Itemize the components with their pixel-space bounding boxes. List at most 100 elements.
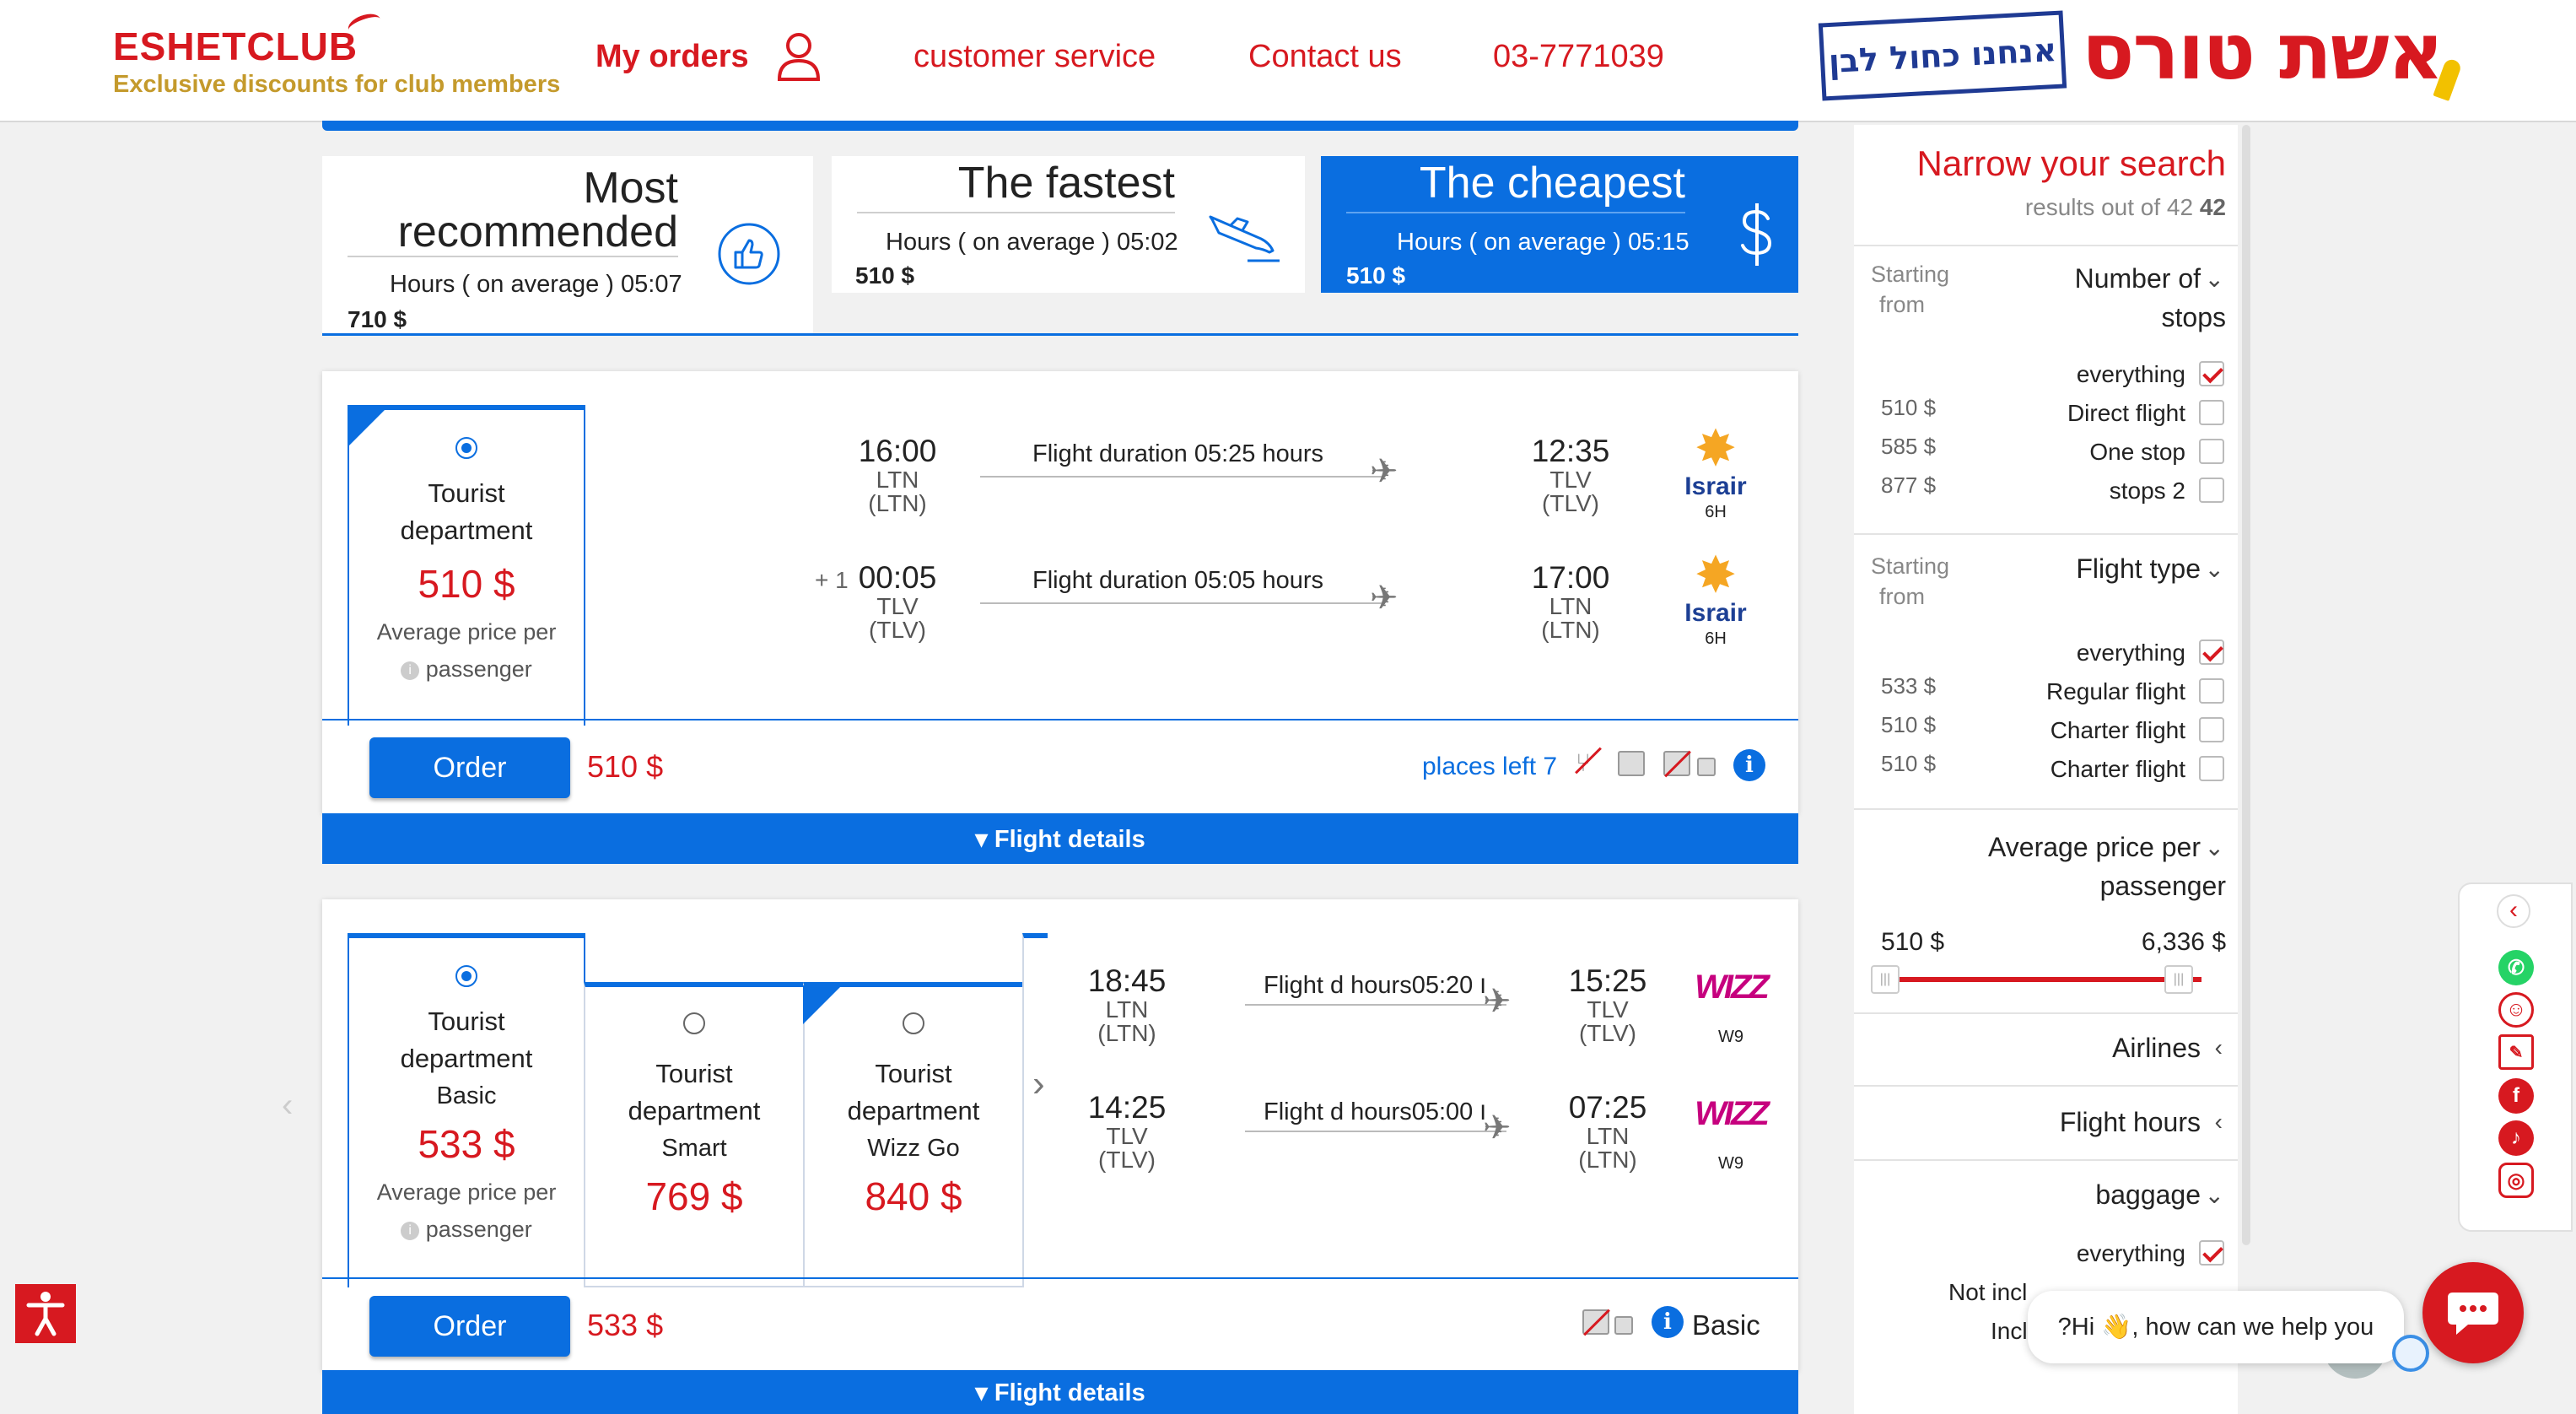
starting-from-label: Starting bbox=[1871, 262, 1950, 287]
results-count: results out of 42 42 bbox=[2024, 194, 2226, 220]
tab-cheapest[interactable]: The cheapest Hours ( on average ) 05:15 … bbox=[1321, 156, 1798, 293]
chevron-down-icon[interactable]: ⌄ bbox=[2204, 834, 2224, 861]
fare-option-wizz-go[interactable]: Tourist department Wizz Go 840 $ bbox=[803, 982, 1024, 1287]
airline-logo: Israir bbox=[1684, 599, 1747, 627]
duration-line bbox=[1245, 1131, 1506, 1132]
eshetclub-logo[interactable]: ESHETCLUB bbox=[113, 24, 358, 68]
fare-option-smart[interactable]: Tourist department Smart 769 $ bbox=[584, 982, 805, 1287]
plane-icon: ✈ bbox=[1370, 453, 1398, 490]
tiktok-icon[interactable]: ♪ bbox=[2498, 1120, 2534, 1156]
fare-price: 533 $ bbox=[418, 1122, 515, 1166]
price-slider-min-handle[interactable]: ||| bbox=[1871, 965, 1900, 994]
fare-radio[interactable] bbox=[683, 1012, 705, 1034]
info-icon[interactable]: i bbox=[1733, 749, 1765, 781]
collapse-chevron-icon[interactable]: ‹ bbox=[2497, 894, 2530, 928]
departure-code-paren: (LTN) bbox=[1097, 1020, 1156, 1046]
stops-option-checkbox[interactable] bbox=[2199, 439, 2224, 464]
chevron-left-icon[interactable]: ‹ bbox=[2214, 1109, 2223, 1135]
facebook-icon[interactable]: f bbox=[2498, 1078, 2534, 1114]
airlines-filter-title[interactable]: Airlines bbox=[2112, 1033, 2201, 1063]
whatsapp-icon[interactable]: ✆ bbox=[2498, 950, 2534, 985]
flight-type-filter-title[interactable]: Flight type bbox=[2076, 553, 2201, 584]
baggage-filter-title[interactable]: baggage bbox=[2095, 1179, 2201, 1210]
departure-code-paren: (LTN) bbox=[868, 490, 927, 516]
customer-service-link[interactable]: customer service bbox=[913, 39, 1156, 74]
departure-code: LTN bbox=[1105, 996, 1149, 1023]
price-min: 510 $ bbox=[1881, 928, 1945, 956]
fare-class: Wizz Go bbox=[867, 1135, 960, 1162]
hand-bag-icon bbox=[1614, 1316, 1633, 1335]
fare-price: 510 $ bbox=[418, 562, 515, 606]
support-agent-icon[interactable]: ☺ bbox=[2498, 992, 2534, 1028]
fare-price: 840 $ bbox=[865, 1174, 962, 1218]
fare-radio[interactable] bbox=[455, 965, 477, 987]
stops-option-price: 510 $ bbox=[1881, 395, 1937, 420]
stops-option-label: everything bbox=[2076, 361, 2185, 387]
thumbs-up-icon bbox=[718, 223, 780, 285]
stops-option-label: Direct flight bbox=[2067, 400, 2185, 426]
tab-fastest[interactable]: The fastest Hours ( on average ) 05:02 5… bbox=[832, 156, 1305, 293]
accessibility-button[interactable] bbox=[15, 1284, 76, 1343]
dollar-icon bbox=[1741, 203, 1772, 266]
chevron-down-icon[interactable]: ⌄ bbox=[2204, 266, 2224, 292]
fare-radio[interactable] bbox=[903, 1012, 924, 1034]
flight-hours-filter-title[interactable]: Flight hours bbox=[2059, 1107, 2201, 1137]
form-icon[interactable]: ✎ bbox=[2498, 1034, 2534, 1070]
flight-result-card: Tourist department Basic 533 $ Average p… bbox=[282, 899, 1798, 1372]
flight-type-option-price: 510 $ bbox=[1881, 751, 1937, 776]
assist-icon[interactable] bbox=[2392, 1335, 2429, 1372]
baggage-option-checkbox[interactable] bbox=[2199, 1240, 2224, 1266]
fare-class: Basic bbox=[436, 1082, 497, 1109]
sidebar-divider bbox=[1854, 1159, 2238, 1161]
phone-link[interactable]: 03-7771039 bbox=[1493, 39, 1664, 74]
airline-logo: Israir bbox=[1684, 472, 1747, 500]
chevron-down-icon[interactable]: ⌄ bbox=[2204, 1182, 2224, 1208]
flight-type-option-label: everything bbox=[2076, 640, 2185, 666]
no-meal-icon: ⑂ bbox=[1576, 749, 1603, 777]
fare-option-basic[interactable]: Tourist department Basic 533 $ Average p… bbox=[348, 933, 585, 1287]
flight-type-option-checkbox[interactable] bbox=[2199, 678, 2224, 704]
fare-name-line: Tourist bbox=[428, 1007, 505, 1036]
stops-option-checkbox[interactable] bbox=[2199, 400, 2224, 425]
airline-code: W9 bbox=[1718, 1028, 1743, 1046]
chevron-down-icon[interactable]: ⌄ bbox=[2204, 556, 2224, 582]
price-slider-track[interactable] bbox=[1884, 977, 2201, 982]
chat-greeting-bubble[interactable]: ?Hi 👋, how can we help you bbox=[2028, 1291, 2404, 1363]
starting-from-label: from bbox=[1879, 584, 1925, 609]
flight-type-option-checkbox[interactable] bbox=[2199, 640, 2224, 665]
arrival-code-paren: (LTN) bbox=[1578, 1147, 1637, 1173]
order-button[interactable]: Order bbox=[369, 1296, 570, 1357]
eshet-tours-logo[interactable]: אשת טורס bbox=[2082, 7, 2444, 97]
flight-type-option-checkbox[interactable] bbox=[2199, 756, 2224, 781]
chevron-left-icon[interactable]: ‹ bbox=[2214, 1034, 2223, 1060]
price-filter-title[interactable]: Average price per bbox=[1988, 832, 2201, 862]
flight-type-option-checkbox[interactable] bbox=[2199, 717, 2224, 742]
flight-type-option-price: 510 $ bbox=[1881, 712, 1937, 737]
airline-code: W9 bbox=[1718, 1154, 1743, 1173]
contact-us-link[interactable]: Contact us bbox=[1248, 39, 1402, 74]
price-slider-max-handle[interactable]: ||| bbox=[2164, 965, 2193, 994]
chat-open-button[interactable] bbox=[2422, 1262, 2524, 1363]
fare-radio[interactable] bbox=[455, 437, 477, 459]
tab-price: 510 $ bbox=[1346, 262, 1406, 289]
fare-option-tourist[interactable]: Tourist department 510 $ Average price p… bbox=[348, 405, 585, 726]
instagram-icon[interactable]: ◎ bbox=[2498, 1163, 2534, 1198]
sidebar-scrollbar[interactable] bbox=[2242, 125, 2250, 1245]
tabs-underline bbox=[322, 333, 1798, 336]
flight-details-toggle[interactable]: ▾ Flight details bbox=[322, 813, 1798, 864]
arrival-code-paren: (LTN) bbox=[1541, 617, 1600, 643]
tab-most-recommended[interactable]: Most recommended Hours ( on average ) 05… bbox=[322, 156, 813, 335]
stops-option-checkbox[interactable] bbox=[2199, 361, 2224, 386]
tab-price: 710 $ bbox=[348, 306, 407, 332]
user-icon[interactable] bbox=[774, 30, 823, 83]
order-button[interactable]: Order bbox=[369, 737, 570, 798]
flight-type-option-label: Regular flight bbox=[2046, 678, 2185, 704]
chevron-right-icon[interactable]: › bbox=[1032, 1063, 1045, 1104]
flight-details-toggle[interactable]: ▾ Flight details bbox=[322, 1370, 1798, 1414]
stops-option-checkbox[interactable] bbox=[2199, 478, 2224, 503]
info-icon[interactable]: i bbox=[1652, 1306, 1684, 1338]
stops-filter-title[interactable]: Number of bbox=[2074, 263, 2201, 294]
my-orders-link[interactable]: My orders bbox=[595, 39, 749, 74]
arrival-time: 17:00 bbox=[1531, 560, 1610, 595]
chevron-left-icon[interactable]: ‹ bbox=[282, 1087, 294, 1124]
